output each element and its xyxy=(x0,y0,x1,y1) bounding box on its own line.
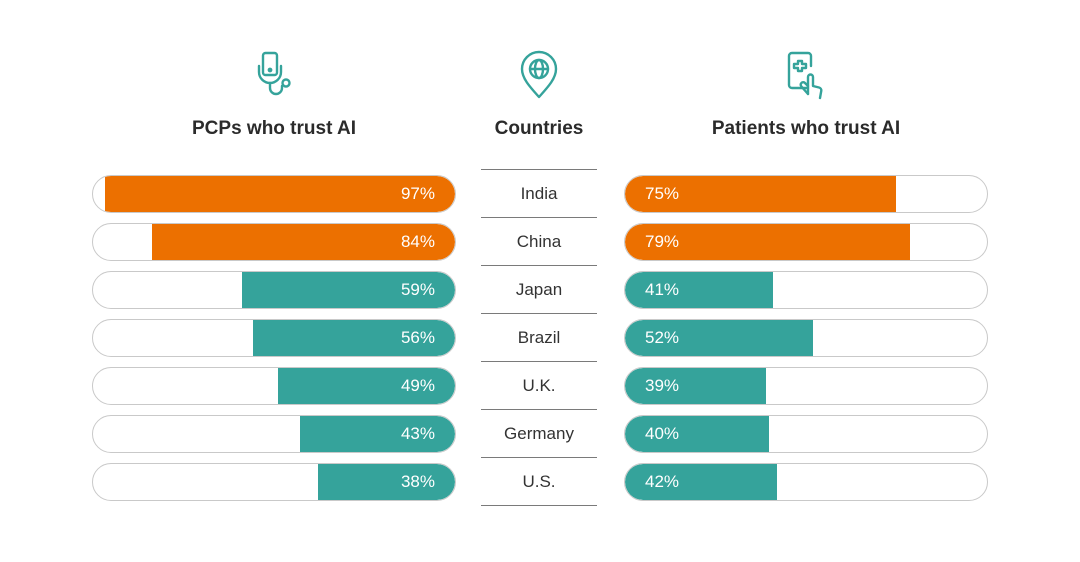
patients-bar: 39% xyxy=(625,368,766,404)
pcps-bar: 97% xyxy=(104,176,455,212)
patients-bar-track: 75% xyxy=(624,175,988,213)
pcps-bar: 49% xyxy=(278,368,455,404)
patients-bar: 75% xyxy=(625,176,896,212)
pcps-bar: 59% xyxy=(242,272,455,308)
patients-bar-track: 42% xyxy=(624,463,988,501)
patients-bar-track: 79% xyxy=(624,223,988,261)
patients-bar-track: 40% xyxy=(624,415,988,453)
country-divider xyxy=(481,217,597,218)
patients-bar-label: 79% xyxy=(645,232,680,251)
pcps-bar-track: 56% xyxy=(92,319,456,357)
pcps-title: PCPs who trust AI xyxy=(192,118,356,139)
pcps-bar: 43% xyxy=(299,416,455,452)
medical-phone-hand-icon xyxy=(786,50,826,102)
pcps-header: PCPs who trust AI xyxy=(92,50,456,140)
globe-pin-icon xyxy=(519,50,559,102)
country-label: U.K. xyxy=(522,376,556,395)
country-divider xyxy=(481,313,597,314)
pcps-bar: 84% xyxy=(151,224,455,260)
patients-title: Patients who trust AI xyxy=(711,118,901,139)
pcps-bar-label: 56% xyxy=(400,328,435,347)
pcps-bar: 56% xyxy=(252,320,455,356)
pcps-bar: 38% xyxy=(317,464,455,500)
country-label: Japan xyxy=(515,280,563,299)
patients-bar: 52% xyxy=(625,320,813,356)
countries-title: Countries xyxy=(494,118,584,139)
patients-bar-label: 40% xyxy=(645,424,680,443)
patients-bar: 42% xyxy=(625,464,777,500)
country-divider xyxy=(481,505,597,506)
pcps-bar-label: 43% xyxy=(400,424,435,443)
country-label: U.S. xyxy=(522,472,556,491)
pcps-bar-track: 38% xyxy=(92,463,456,501)
patients-bar-label: 42% xyxy=(645,472,680,491)
patients-bar-track: 41% xyxy=(624,271,988,309)
stethoscope-phone-icon xyxy=(254,50,294,102)
pcps-bar-label: 59% xyxy=(400,280,435,299)
country-label: China xyxy=(516,232,562,251)
patients-bar-track: 52% xyxy=(624,319,988,357)
pcps-bar-track: 43% xyxy=(92,415,456,453)
pcps-bar-track: 84% xyxy=(92,223,456,261)
country-divider xyxy=(481,265,597,266)
patients-bar: 40% xyxy=(625,416,770,452)
countries-header: Countries xyxy=(481,50,597,140)
patients-bar-label: 75% xyxy=(645,184,680,203)
country-label: India xyxy=(520,184,558,203)
pcps-bar-label: 38% xyxy=(400,472,435,491)
patients-header: Patients who trust AI xyxy=(624,50,988,140)
patients-bar: 79% xyxy=(625,224,911,260)
country-divider xyxy=(481,457,597,458)
patients-bar-label: 39% xyxy=(645,376,680,395)
pcps-bar-track: 49% xyxy=(92,367,456,405)
country-label: Brazil xyxy=(517,328,561,347)
patients-bar-track: 39% xyxy=(624,367,988,405)
country-divider xyxy=(481,361,597,362)
patients-bar: 41% xyxy=(625,272,773,308)
patients-bar-label: 52% xyxy=(645,328,680,347)
patients-bar-label: 41% xyxy=(645,280,680,299)
pcps-bar-label: 97% xyxy=(400,184,435,203)
country-divider xyxy=(481,409,597,410)
pcps-bar-track: 59% xyxy=(92,271,456,309)
country-label: Germany xyxy=(504,424,574,443)
pcps-bar-label: 49% xyxy=(400,376,435,395)
pcps-bar-label: 84% xyxy=(400,232,435,251)
pcps-bar-track: 97% xyxy=(92,175,456,213)
country-divider xyxy=(481,169,597,170)
